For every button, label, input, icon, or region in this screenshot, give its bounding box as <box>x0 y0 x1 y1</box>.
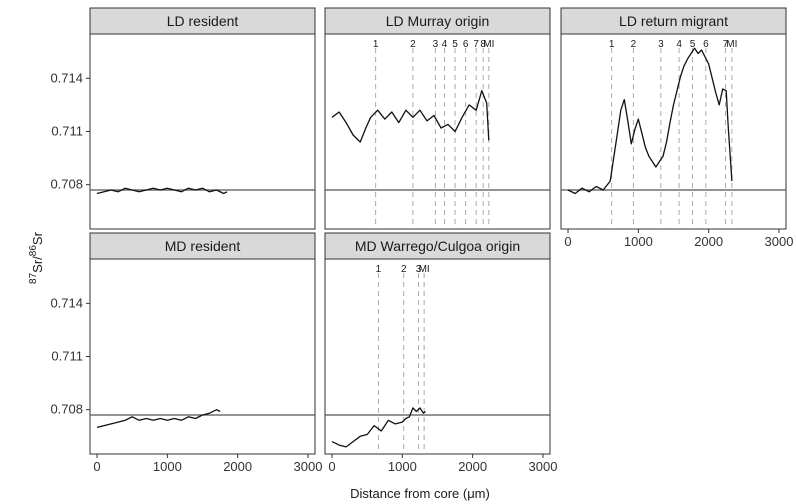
x-tick-label: 1000 <box>624 234 653 249</box>
sr-ratio-line <box>96 409 221 429</box>
x-tick-label: 3000 <box>765 234 794 249</box>
event-label: 6 <box>463 39 469 50</box>
panel-strip <box>560 7 787 35</box>
panel-ld-murray-origin: LD Murray origin 1 2 3 4 5 6 7 8MI <box>324 7 551 230</box>
plot-area <box>324 258 551 455</box>
y-tick-label: 0.711 <box>51 349 83 364</box>
plot-area <box>324 33 551 230</box>
event-label: 4 <box>442 39 448 50</box>
event-label: 8 <box>480 39 486 50</box>
panel-title: LD return migrant <box>619 13 728 29</box>
event-label: 3 <box>416 264 422 275</box>
panel-strip <box>324 7 551 35</box>
event-label: MI <box>483 39 494 50</box>
event-label: 1 <box>376 264 382 275</box>
y-tick-label: 0.714 <box>50 70 83 85</box>
y-tick-label: 0.714 <box>50 295 83 310</box>
panel-md-resident: MD resident <box>89 232 316 455</box>
x-axis-title: Distance from core (μm) <box>350 486 490 501</box>
sr-ratio-line <box>567 47 733 195</box>
y-axis-title: 87Sr/86Sr <box>28 231 45 284</box>
y-axis-title-part2: Sr <box>30 231 45 245</box>
y-axis-title-sup2: 86 <box>28 245 39 257</box>
event-label: MI <box>726 39 737 50</box>
event-label: 4 <box>676 39 682 50</box>
x-tick-label: 0 <box>93 459 100 474</box>
panel-title: MD resident <box>165 238 241 254</box>
y-axis-title-sup1: 87 <box>28 272 39 284</box>
panel-title: LD resident <box>167 13 239 29</box>
panel-md-warrego-culgoa-origin: MD Warrego/Culgoa origin 1 2 3MI <box>324 232 551 455</box>
event-label: 2 <box>631 39 637 50</box>
x-tick-label: 0 <box>564 234 571 249</box>
event-label: 7 <box>473 39 479 50</box>
y-tick-label: 0.708 <box>50 402 83 417</box>
plot-area <box>89 258 316 455</box>
x-tick-label: 3000 <box>529 459 558 474</box>
panel-ld-return-migrant: LD return migrant 1 2 3 4 5 6 7MI <box>560 7 787 230</box>
x-tick-label: 2000 <box>458 459 487 474</box>
x-tick-label: 0 <box>328 459 335 474</box>
event-label: 5 <box>690 39 696 50</box>
event-label: 1 <box>609 39 615 50</box>
panel-title: LD Murray origin <box>386 13 489 29</box>
plot-area <box>89 33 316 230</box>
sr-ratio-line <box>331 407 426 448</box>
y-tick-label: 0.711 <box>51 124 83 139</box>
x-tick-label: 2000 <box>694 234 723 249</box>
event-label: 7 <box>723 39 729 50</box>
event-label: 2 <box>401 264 407 275</box>
event-label: 5 <box>452 39 458 50</box>
event-label: 6 <box>703 39 709 50</box>
panel-strip <box>89 7 316 35</box>
event-label: 2 <box>410 39 416 50</box>
y-tick-label: 0.708 <box>50 177 83 192</box>
y-axis-title-part1: Sr/ <box>30 256 45 273</box>
event-label: MI <box>419 264 430 275</box>
event-label: 3 <box>433 39 439 50</box>
plot-area <box>560 33 787 230</box>
x-tick-label: 1000 <box>153 459 182 474</box>
sr-ratio-line <box>331 90 490 143</box>
panel-strip <box>324 232 551 260</box>
sr-ratio-line <box>96 187 228 195</box>
x-tick-label: 1000 <box>388 459 417 474</box>
y-tick-labels: 0.708 0.711 0.714 0.708 0.711 0.714 <box>50 70 90 417</box>
panel-strip <box>89 232 316 260</box>
event-label: 3 <box>658 39 664 50</box>
panel-ld-resident: LD resident <box>89 7 316 230</box>
panel-title: MD Warrego/Culgoa origin <box>355 238 520 254</box>
x-tick-label: 3000 <box>294 459 323 474</box>
x-tick-labels: 0 1000 2000 3000 0 1000 2000 3000 0 1000 2000 3000 <box>93 229 793 474</box>
event-label: 1 <box>373 39 379 50</box>
x-tick-label: 2000 <box>223 459 252 474</box>
